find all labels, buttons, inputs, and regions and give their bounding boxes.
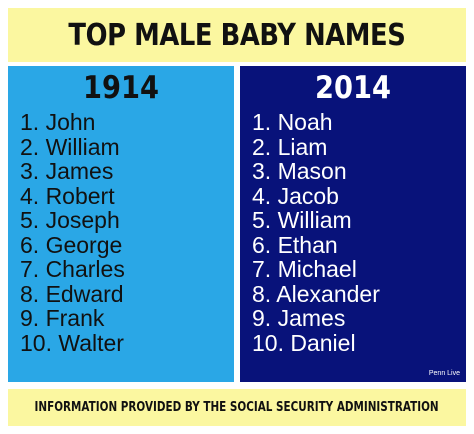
list-item: 5. William: [252, 207, 352, 233]
list-item: 3. James: [20, 158, 114, 184]
title-banner: TOP MALE BABY NAMES: [8, 8, 466, 62]
list-item: 8. Edward: [20, 280, 124, 307]
footer-text: INFORMATION PROVIDED BY THE SOCIAL SECUR…: [34, 400, 440, 415]
list-item: 10. Walter: [20, 329, 124, 356]
list-item: 10. Daniel: [252, 329, 356, 356]
list-item: 4. Robert: [20, 182, 115, 209]
list-item: 2. Liam: [252, 133, 328, 160]
list-item: 2. William: [20, 133, 120, 160]
names-list-1914: 1. John 2. William 3. James 4. Robert 5.…: [20, 110, 125, 355]
list-item: 4. Jacob: [252, 182, 339, 209]
list-item: 8. Alexander: [252, 280, 380, 307]
list-item: 9. James: [252, 305, 346, 331]
panel-1914: 1914 1. John 2. William 3. James 4. Robe…: [8, 66, 234, 382]
list-item: 9. Frank: [20, 305, 105, 331]
list-item: 6. George: [20, 231, 123, 258]
panel-2014: 2014 1. Noah 2. Liam 3. Mason 4. Jacob 5…: [240, 66, 466, 382]
source-credit: Penn Live: [428, 370, 460, 377]
list-item: 1. John: [20, 109, 96, 135]
page-title: TOP MALE BABY NAMES: [68, 17, 406, 53]
names-list-2014: 1. Noah 2. Liam 3. Mason 4. Jacob 5. Wil…: [252, 110, 380, 355]
list-item: 6. Ethan: [252, 231, 338, 258]
list-item: 1. Noah: [252, 109, 333, 135]
list-item: 7. Charles: [20, 256, 125, 282]
footer-banner: INFORMATION PROVIDED BY THE SOCIAL SECUR…: [8, 389, 466, 426]
year-heading-1914: 1914: [83, 70, 159, 106]
list-item: 7. Michael: [252, 256, 357, 282]
year-heading-2014: 2014: [315, 70, 391, 106]
list-item: 5. Joseph: [20, 207, 120, 233]
list-item: 3. Mason: [252, 158, 347, 184]
